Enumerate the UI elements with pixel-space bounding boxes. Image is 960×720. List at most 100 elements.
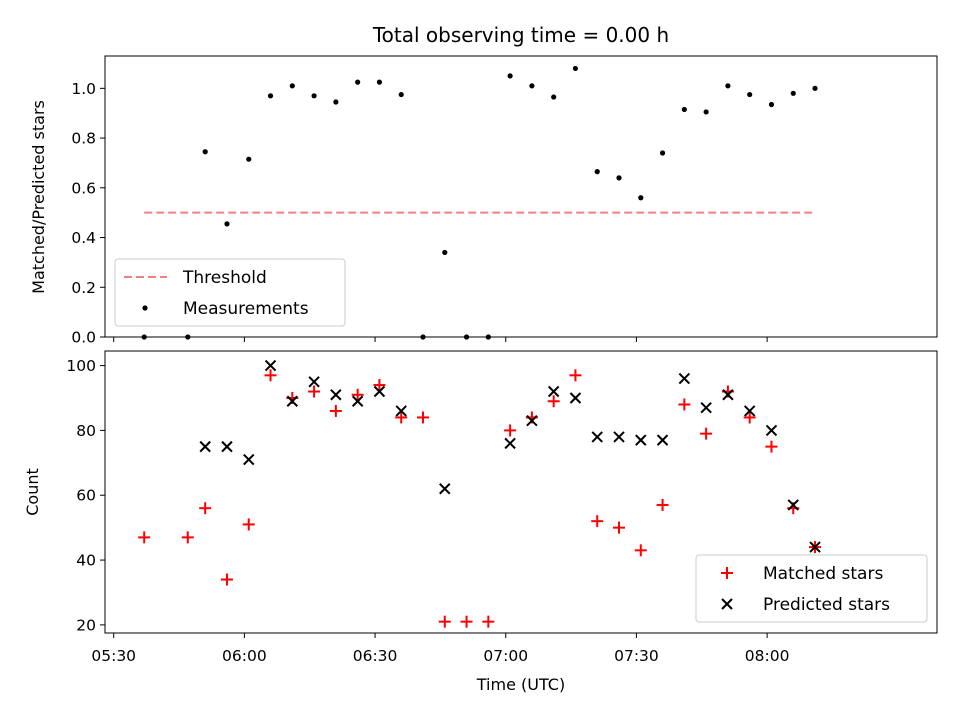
matched-star-point xyxy=(547,395,560,408)
bottom-points xyxy=(138,359,822,628)
top-panel: 0.0 0.2 0.4 0.6 0.8 1.0 Matched/Predicted sta… xyxy=(29,55,938,347)
legend-threshold-label: Threshold xyxy=(182,268,267,288)
bottom-legend: Matched stars Predicted stars xyxy=(695,554,928,623)
matched-star-point xyxy=(743,411,756,424)
top-x-ticks xyxy=(113,337,768,342)
measurement-point xyxy=(725,83,731,89)
matched-star-point xyxy=(373,379,386,392)
matched-star-point xyxy=(591,515,604,528)
x-axis-label: Time (UTC) xyxy=(476,675,565,694)
matched-star-point xyxy=(138,531,151,544)
bottom-x-ticks: 05:30 06:00 06:30 07:00 07:30 08:00 xyxy=(91,633,789,665)
x-tick-label: 05:30 xyxy=(91,647,136,665)
predicted-star-point xyxy=(809,541,821,553)
top-y-tick-label: 0.4 xyxy=(71,229,96,247)
matched-star-point xyxy=(765,440,778,453)
matched-star-point xyxy=(504,424,517,437)
bottom-y-tick-label: 20 xyxy=(76,616,96,634)
top-y-tick-label: 0.2 xyxy=(71,279,96,297)
matched-star-point xyxy=(220,573,233,586)
top-y-tick-label: 0.0 xyxy=(71,329,96,347)
predicted-star-point xyxy=(373,385,386,398)
top-y-tick-label: 0.8 xyxy=(71,130,96,148)
x-tick-label: 07:30 xyxy=(614,647,659,665)
bottom-panel: 20 40 60 80 100 05:30 06:00 06:30 07:00 07:30 08:… xyxy=(23,350,938,694)
measurement-point xyxy=(246,156,252,162)
measurement-point xyxy=(398,91,404,98)
bottom-y-ticks: 20 40 60 80 100 xyxy=(66,357,105,634)
predicted-star-point xyxy=(439,483,451,495)
matched-star-point xyxy=(460,615,473,628)
top-legend-box xyxy=(114,258,346,327)
x-tick-label: 06:00 xyxy=(222,647,267,665)
top-y-ticks: 0.0 0.2 0.4 0.6 0.8 1.0 xyxy=(71,80,105,347)
predicted-star-point xyxy=(678,372,691,385)
measurement-point xyxy=(638,195,644,201)
predicted-star-point xyxy=(743,405,756,417)
bottom-y-tick-label: 60 xyxy=(76,487,96,505)
predicted-star-point xyxy=(308,376,320,388)
legend-matched-swatch xyxy=(721,567,733,579)
x-tick-label: 07:00 xyxy=(483,647,528,665)
matched-star-point xyxy=(634,544,647,557)
top-y-tick-label: 1.0 xyxy=(71,80,96,98)
matched-star-point xyxy=(351,388,364,401)
measurement-point xyxy=(747,91,753,98)
bottom-y-tick-label: 40 xyxy=(76,552,96,570)
matched-star-point xyxy=(482,615,495,628)
matched-star-point xyxy=(613,521,626,534)
top-y-tick-label: 0.6 xyxy=(71,179,96,197)
measurement-point xyxy=(768,101,775,108)
predicted-star-point xyxy=(635,434,647,446)
measurement-point xyxy=(616,175,622,181)
measurement-point xyxy=(681,106,687,113)
x-tick-label: 06:30 xyxy=(353,647,398,665)
predicted-star-point xyxy=(765,424,778,437)
measurement-point xyxy=(594,169,600,175)
bottom-y-tick-label: 100 xyxy=(66,357,96,375)
legend-matched-label: Matched stars xyxy=(763,564,883,584)
measurement-point xyxy=(507,73,513,79)
measurement-point xyxy=(572,65,579,72)
chart-title: Total observing time = 0.00 h xyxy=(372,23,669,47)
matched-star-point xyxy=(438,615,451,628)
legend-predicted-label: Predicted stars xyxy=(763,595,890,615)
predicted-star-point xyxy=(264,359,277,372)
matched-star-point xyxy=(329,404,342,417)
predicted-star-point xyxy=(221,440,233,453)
predicted-star-point xyxy=(351,395,364,407)
legend-measurements-label: Measurements xyxy=(183,299,309,319)
predicted-star-point xyxy=(395,405,407,417)
matched-star-point xyxy=(700,427,713,440)
matched-star-point xyxy=(569,369,582,382)
predicted-star-point xyxy=(722,389,734,401)
predicted-star-point xyxy=(591,431,603,443)
matched-star-point xyxy=(416,411,429,424)
measurement-point xyxy=(551,94,557,100)
predicted-star-point xyxy=(613,431,625,443)
predicted-star-point xyxy=(243,453,255,466)
matched-star-point xyxy=(656,498,669,511)
measurement-point xyxy=(659,150,666,156)
measurement-point xyxy=(812,85,818,91)
bottom-y-tick-label: 80 xyxy=(76,422,96,440)
bottom-plot-frame xyxy=(104,350,938,634)
measurement-point xyxy=(333,99,339,105)
predicted-star-point xyxy=(656,434,669,446)
matched-star-point xyxy=(181,531,194,544)
matched-star-point xyxy=(199,502,212,515)
predicted-star-point xyxy=(199,440,211,453)
matched-star-point xyxy=(395,411,408,424)
measurement-point xyxy=(267,93,274,99)
predicted-star-point xyxy=(700,402,712,414)
x-tick-label: 08:00 xyxy=(745,647,790,665)
predicted-star-point xyxy=(547,385,560,398)
measurement-point xyxy=(224,221,230,227)
top-y-axis-label: Matched/Predicted stars xyxy=(29,100,48,294)
legend-measurements-swatch xyxy=(142,305,148,311)
measurement-point xyxy=(289,83,295,89)
measurement-point xyxy=(790,90,796,96)
measurement-point xyxy=(376,79,383,85)
top-points xyxy=(141,65,818,340)
